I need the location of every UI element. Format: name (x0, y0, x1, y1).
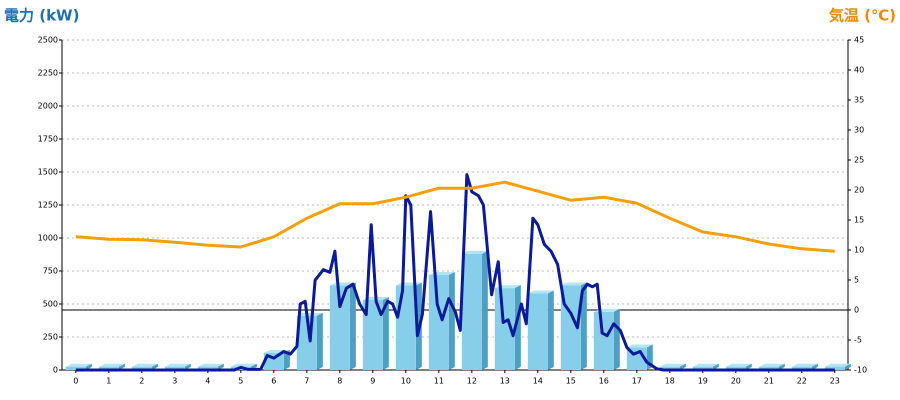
x-tick-label: 22 (797, 377, 807, 386)
bar (659, 363, 686, 370)
y2-tick-label: 0 (854, 306, 859, 315)
bar (791, 363, 818, 370)
x-tick-label: 16 (599, 377, 609, 386)
y-tick-label: 1000 (38, 234, 58, 243)
bar (428, 271, 455, 370)
y-tick-label: 2250 (38, 69, 58, 78)
x-tick-label: 11 (434, 377, 444, 386)
y2-tick-label: 35 (854, 96, 864, 105)
line (75, 173, 835, 372)
x-tick-label: 15 (566, 377, 576, 386)
x-tick-label: 4 (205, 377, 210, 386)
bar (494, 285, 521, 370)
bar (329, 282, 356, 370)
x-tick-label: 8 (337, 377, 342, 386)
y-tick-label: 1750 (38, 135, 58, 144)
y2-tick-label: -5 (854, 336, 862, 345)
bar (527, 290, 554, 370)
y-axis-label: 電力 (kW) (4, 7, 79, 25)
x-tick-label: 14 (533, 377, 543, 386)
y2-tick-label: 10 (854, 246, 864, 255)
bar (197, 363, 224, 370)
y2-tick-label: 5 (854, 276, 859, 285)
x-tick-label: 23 (830, 377, 840, 386)
x-tick-label: 18 (665, 377, 675, 386)
x-tick-label: 3 (172, 377, 177, 386)
y2-tick-label: 15 (854, 216, 864, 225)
bar (725, 363, 752, 370)
x-tick-label: 0 (73, 377, 78, 386)
y2-tick-label: 20 (854, 186, 864, 195)
bar (692, 363, 719, 370)
y-tick-label: 1250 (38, 201, 58, 210)
x-tick-label: 21 (764, 377, 774, 386)
x-tick-label: 13 (500, 377, 510, 386)
y-tick-label: 250 (43, 333, 58, 342)
y2-tick-label: 25 (854, 156, 864, 165)
x-tick-label: 12 (467, 377, 477, 386)
x-tick-label: 1 (106, 377, 111, 386)
bar (461, 250, 488, 370)
x-tick-label: 9 (370, 377, 375, 386)
x-tick-label: 6 (271, 377, 276, 386)
bar (362, 297, 389, 370)
y-tick-label: 2500 (38, 36, 58, 45)
bar (824, 363, 851, 370)
y-tick-label: 0 (53, 366, 58, 375)
bar (131, 363, 158, 370)
y2-axis-label: 気温 (℃) (829, 7, 896, 25)
y2-tick-label: 40 (854, 66, 864, 75)
bar (65, 363, 92, 370)
bar (593, 308, 620, 370)
y2-tick-label: 30 (854, 126, 864, 135)
x-tick-label: 2 (139, 377, 144, 386)
x-tick-label: 19 (698, 377, 708, 386)
x-tick-label: 5 (238, 377, 243, 386)
bar (626, 344, 653, 370)
y-tick-label: 1500 (38, 168, 58, 177)
x-tick-label: 10 (401, 377, 411, 386)
y-tick-label: 2000 (38, 102, 58, 111)
line (75, 180, 835, 253)
x-tick-label: 17 (632, 377, 642, 386)
bar (164, 363, 191, 370)
y2-tick-label: -10 (854, 366, 867, 375)
y-tick-label: 500 (43, 300, 58, 309)
y2-tick-label: 45 (854, 36, 864, 45)
bar (98, 363, 125, 370)
x-tick-label: 7 (304, 377, 309, 386)
x-tick-label: 20 (731, 377, 741, 386)
y-tick-label: 750 (43, 267, 58, 276)
bar (758, 363, 785, 370)
